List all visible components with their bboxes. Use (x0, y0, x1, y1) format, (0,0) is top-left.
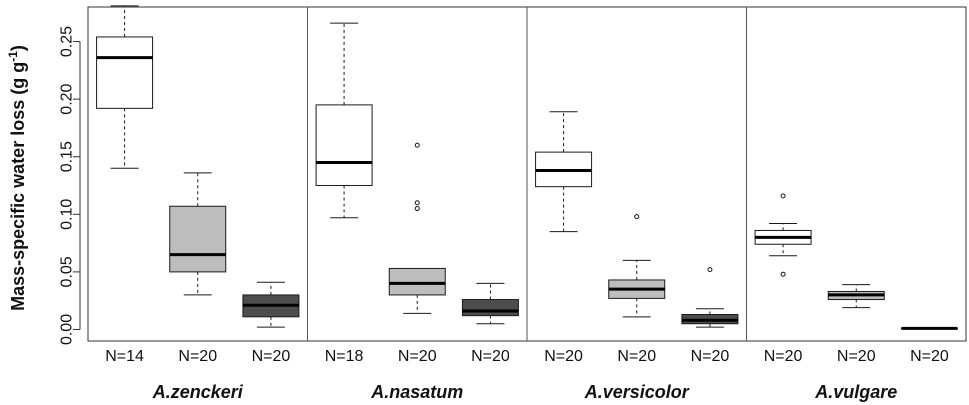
plot-area (87, 5, 967, 342)
box-body (169, 205, 227, 273)
n-label: N=20 (764, 348, 803, 365)
group-label: A.zenckeri (152, 382, 244, 402)
y-tick-label: 0.25 (59, 26, 76, 57)
y-tick-label: 0.20 (59, 83, 76, 114)
n-label: N=18 (325, 348, 364, 365)
y-tick-label: 0.00 (59, 314, 76, 345)
outlier-point (780, 271, 786, 277)
box-0-1 (169, 172, 227, 296)
group-label: A.versicolor (584, 382, 690, 402)
y-axis-title: Mass-specific water loss (g g-1) (6, 45, 28, 311)
box-3-2 (900, 326, 958, 330)
outlier-point (707, 267, 713, 273)
n-label: N=20 (691, 348, 730, 365)
n-label: N=20 (398, 348, 437, 365)
box-2-0 (535, 111, 593, 233)
n-label: N=20 (910, 348, 949, 365)
n-label: N=20 (252, 348, 291, 365)
outlier-point (414, 142, 420, 148)
box-body (388, 267, 446, 296)
box-0-2 (242, 281, 300, 328)
box-body (96, 36, 154, 109)
n-label: N=20 (178, 348, 217, 365)
n-label: N=20 (544, 348, 583, 365)
y-tick-label: 0.15 (59, 141, 76, 172)
outlier-point (780, 193, 786, 199)
box-1-0 (315, 22, 373, 219)
n-label: N=14 (105, 348, 144, 365)
box-2-2 (681, 267, 739, 328)
group-label: A.vulgare (814, 382, 897, 402)
box-3-0 (754, 193, 812, 277)
y-axis-title-superscript: -1 (6, 51, 20, 62)
box-body (315, 104, 373, 187)
box-2-1 (608, 214, 666, 318)
y-axis-title-group: Mass-specific water loss (g g-1) (6, 45, 28, 311)
outlier-point (414, 206, 420, 212)
box-1-1 (388, 142, 446, 314)
y-tick-label: 0.05 (59, 256, 76, 287)
y-axis-title-close: ) (8, 45, 28, 51)
box-1-2 (461, 282, 519, 325)
n-label: N=20 (837, 348, 876, 365)
y-axis: 0.00 0.05 0.10 0.15 0.20 0.25 (59, 26, 81, 345)
n-label: N=20 (617, 348, 656, 365)
box-3-1 (827, 284, 885, 309)
n-label: N=20 (471, 348, 510, 365)
outlier-point (414, 200, 420, 206)
y-axis-title-main: Mass-specific water loss (g g (8, 62, 28, 311)
y-tick-label: 0.10 (59, 199, 76, 230)
box-0-0 (96, 5, 154, 169)
box-body (461, 299, 519, 317)
x-axis-labels: N=14 N=20 N=20 A.zenckeri N=18 N=20 N=20 A.nasa… (105, 348, 949, 402)
group-label: A.nasatum (370, 382, 463, 402)
outlier-point (634, 214, 640, 220)
